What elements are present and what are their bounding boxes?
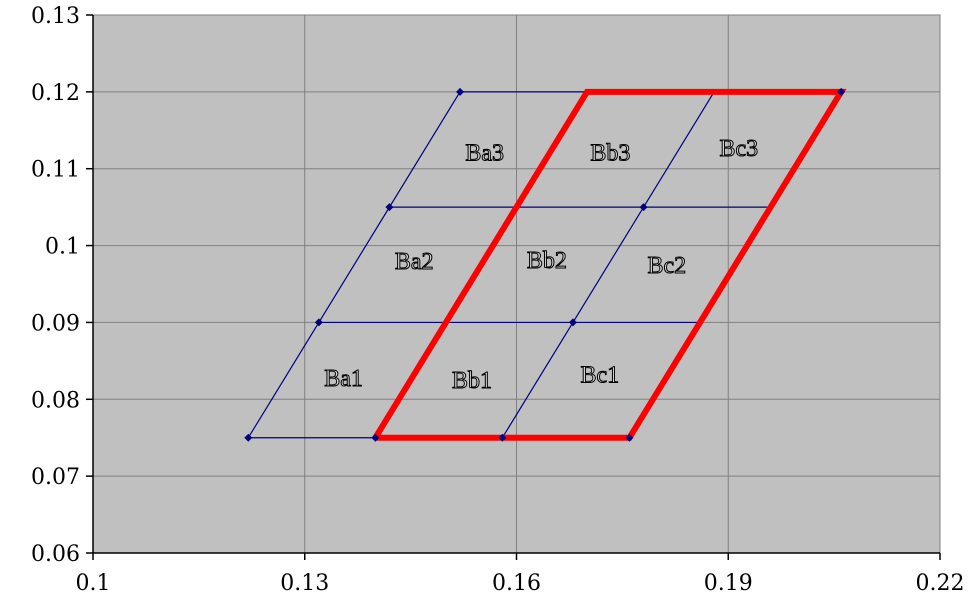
cell-label-bc1: Bc1 bbox=[580, 363, 619, 389]
data-point bbox=[244, 433, 253, 442]
data-point bbox=[498, 433, 507, 442]
y-tick-label: 0.11 bbox=[31, 158, 80, 183]
y-tick-label: 0.06 bbox=[31, 542, 80, 567]
y-tick-label: 0.07 bbox=[31, 465, 80, 490]
series-markers bbox=[244, 87, 846, 442]
x-tick-label: 0.22 bbox=[916, 571, 965, 596]
data-point bbox=[837, 87, 846, 96]
y-tick-label: 0.12 bbox=[31, 81, 80, 106]
data-point bbox=[314, 318, 323, 327]
data-point bbox=[385, 203, 394, 212]
x-tick-label: 0.1 bbox=[76, 571, 111, 596]
cell-label-bb1: Bb1 bbox=[452, 368, 492, 394]
data-point bbox=[639, 203, 648, 212]
data-point bbox=[456, 87, 465, 96]
x-tick-label: 0.13 bbox=[280, 571, 329, 596]
x-axis-ticks: 0.1 0.13 0.16 0.19 0.22 bbox=[76, 553, 965, 596]
cell-label-ba2: Ba2 bbox=[395, 249, 434, 275]
cell-label-ba3: Ba3 bbox=[465, 141, 504, 167]
gridlines bbox=[92, 14, 941, 554]
y-tick-label: 0.08 bbox=[31, 388, 80, 413]
cell-label-bb2: Bb2 bbox=[527, 248, 567, 274]
cell-label-bb3: Bb3 bbox=[590, 141, 630, 167]
data-point bbox=[625, 433, 634, 442]
x-tick-label: 0.19 bbox=[704, 571, 753, 596]
data-point bbox=[568, 318, 577, 327]
y-tick-label: 0.13 bbox=[31, 4, 80, 29]
x-tick-label: 0.16 bbox=[492, 571, 541, 596]
series-line bbox=[247, 91, 461, 439]
cell-label-bc2: Bc2 bbox=[648, 253, 687, 279]
y-axis-ticks: 0.06 0.07 0.08 0.09 0.1 0.11 0.12 0.13 bbox=[31, 4, 93, 567]
data-point bbox=[371, 433, 380, 442]
cell-label-bc3: Bc3 bbox=[720, 136, 759, 162]
cell-label-ba1: Ba1 bbox=[324, 366, 363, 392]
cell-labels: Ba1 Bb1 Bc1 Ba2 Bb2 Bc2 Ba3 Bb3 Bc3 bbox=[324, 135, 759, 394]
y-tick-label: 0.1 bbox=[45, 235, 80, 260]
y-tick-label: 0.09 bbox=[31, 311, 80, 336]
series-line bbox=[501, 91, 715, 439]
